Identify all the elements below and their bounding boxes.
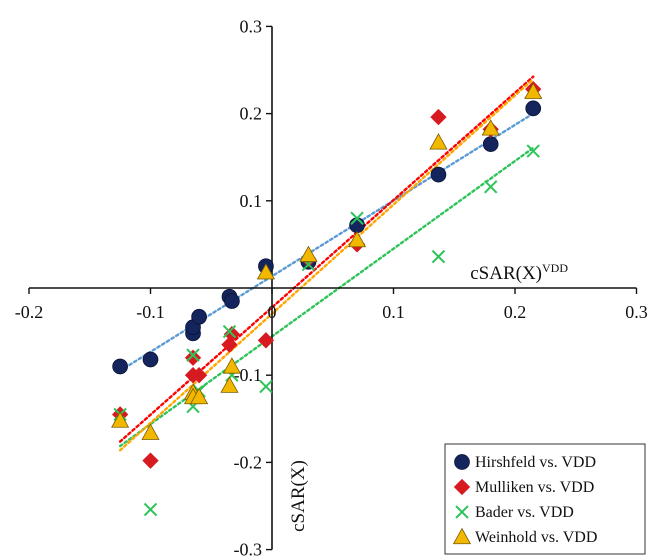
legend-marker-x [455, 505, 469, 519]
data-point-diamond [257, 332, 275, 349]
data-point-triangle [141, 423, 160, 440]
data-point-x-stroke [186, 348, 200, 362]
y-tick-label: 0.3 [240, 16, 263, 36]
data-point-circle [430, 166, 447, 183]
data-point-circle [482, 136, 499, 152]
data-point-circle [349, 217, 365, 234]
data-point-circle [525, 100, 542, 117]
data-point-triangle [190, 387, 209, 405]
data-point-x-stroke [143, 502, 158, 517]
legend-label: Mulliken vs. VDD [475, 479, 594, 496]
data-point-diamond [142, 452, 159, 469]
data-point-x [222, 324, 237, 339]
legend-marker-triangle [452, 527, 472, 545]
legend-label: Bader vs. VDD [475, 504, 574, 521]
y-tick-label: 0.2 [240, 104, 263, 124]
data-point-circle [191, 308, 207, 325]
data-point-triangle [256, 263, 276, 280]
data-point-triangle [299, 245, 318, 262]
data-point-triangle [347, 230, 367, 248]
data-point-triangle [524, 82, 543, 99]
y-tick-label: -0.3 [234, 540, 263, 557]
data-point-x [431, 249, 446, 264]
legend-marker-x-stroke [455, 505, 469, 519]
x-tick-label: 0 [268, 302, 277, 322]
data-point-diamond [221, 336, 238, 353]
data-point-x-stroke [222, 324, 237, 339]
x-axis-title-superscript: VDD [542, 261, 568, 275]
y-tick-label: -0.1 [234, 365, 263, 385]
data-point-circle [224, 293, 240, 309]
x-tick-label: -0.1 [136, 302, 165, 322]
data-point-x [526, 144, 540, 158]
data-point-diamond [190, 367, 208, 384]
y-axis-title: cSAR(X) [288, 460, 309, 532]
data-point-x [143, 502, 158, 517]
data-point-triangle [111, 411, 130, 428]
data-point-x [259, 379, 273, 394]
legend-marker-circle [454, 454, 470, 470]
y-tick-label: -0.2 [234, 452, 263, 472]
x-tick-label: -0.2 [15, 302, 44, 322]
data-point-triangle [481, 119, 500, 136]
x-tick-label: 0.1 [382, 302, 405, 322]
data-point-x [350, 211, 364, 225]
points-layer [111, 81, 543, 517]
x-axis-title: cSAR(X)VDD [470, 261, 568, 284]
legend-label: Weinhold vs. VDD [475, 529, 597, 546]
data-point-circle [112, 358, 128, 375]
data-point-x-stroke [526, 144, 540, 158]
data-point-x-stroke [350, 211, 364, 225]
trendline-circle [118, 112, 535, 372]
data-point-triangle [220, 376, 239, 393]
legend-label: Hirshfeld vs. VDD [475, 454, 596, 471]
data-point-diamond [430, 108, 447, 126]
data-point-triangle [222, 357, 241, 374]
data-point-diamond [184, 349, 202, 366]
y-tick-label: 0.1 [240, 191, 263, 211]
trendline-triangle [118, 77, 535, 452]
data-point-x-stroke [431, 249, 446, 264]
data-point-x-stroke [483, 180, 498, 194]
legend: Hirshfeld vs. VDD Mulliken vs. VDD Bader v… [444, 443, 646, 555]
legend-box [444, 443, 646, 555]
data-point-x [186, 348, 200, 362]
tick-layer: -0.2 -0.1 0 0.1 0.2 0.3 0.3 0.2 0.1 -0.1 -0.2 -0.3 [15, 16, 648, 557]
data-point-triangle [429, 133, 448, 150]
trendline-x [118, 146, 535, 448]
trendline-diamond [118, 75, 535, 443]
x-axis-title-main: cSAR(X) [470, 263, 542, 284]
data-point-x-stroke [259, 379, 273, 394]
data-point-x [483, 180, 498, 194]
x-tick-label: 0.3 [625, 302, 648, 322]
x-tick-label: 0.2 [504, 302, 527, 322]
data-point-circle [142, 351, 159, 368]
legend-marker-diamond [453, 478, 471, 496]
